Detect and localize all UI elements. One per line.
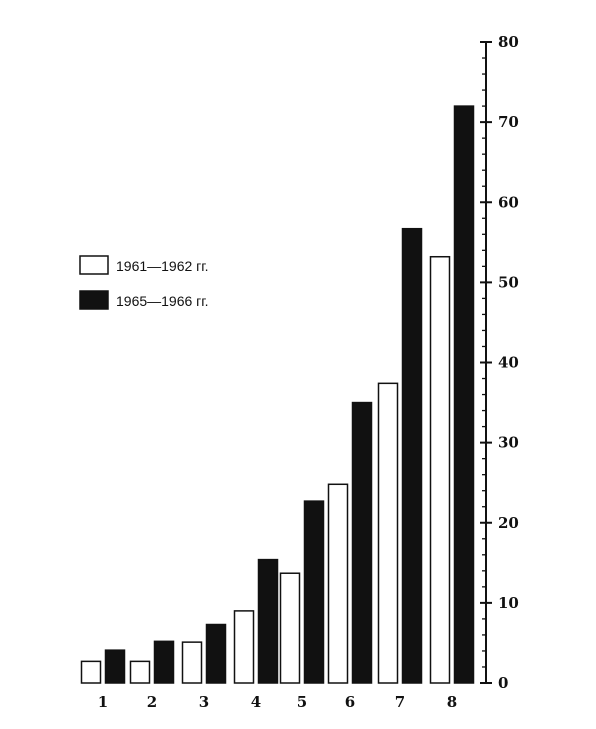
y-tick-label: 60 [498, 193, 519, 211]
bar-series-2-cat-8 [453, 105, 475, 684]
bar-series-2-cat-7 [401, 227, 423, 684]
y-axis: 0 10 20 30 40 50 60 70 80 [480, 33, 519, 692]
x-category-label: 8 [447, 693, 457, 711]
y-tick-label: 70 [498, 113, 519, 131]
x-category-label: 3 [199, 693, 209, 711]
bar-series-2-cat-3 [205, 623, 227, 684]
y-tick-label: 20 [498, 514, 519, 532]
x-axis-labels: 1 2 3 4 5 6 7 8 [98, 693, 457, 711]
x-category-label: 5 [297, 693, 307, 711]
y-tick-label: 50 [498, 273, 519, 291]
legend-label-series-2: 1965—1966 гг. [116, 293, 209, 309]
x-category-label: 1 [98, 693, 108, 711]
bar-series-2-cat-1 [104, 649, 126, 684]
x-category-label: 7 [395, 693, 405, 711]
bar-series-1-cat-8 [429, 255, 451, 684]
bar-series-2-cat-4 [257, 558, 279, 684]
legend-swatch-series-2 [79, 290, 109, 310]
y-tick-label: 40 [498, 354, 519, 372]
bar-series-1-cat-1 [80, 660, 102, 684]
legend-label-series-1: 1961—1962 гг. [116, 258, 209, 274]
y-tick-label: 0 [498, 674, 508, 692]
bar-series-1-cat-7 [377, 382, 399, 684]
y-tick-label: 80 [498, 33, 519, 51]
y-tick-label: 30 [498, 434, 519, 452]
x-category-label: 4 [251, 693, 261, 711]
bar-series-1-cat-6 [327, 483, 349, 684]
bar-series-1-cat-2 [129, 660, 151, 684]
y-tick-label: 10 [498, 594, 519, 612]
bar-series-2-cat-2 [153, 640, 175, 684]
bar-series-1-cat-4 [233, 610, 255, 684]
x-category-label: 2 [147, 693, 157, 711]
bar-series-1-cat-3 [181, 641, 203, 684]
bar-series-2-cat-6 [351, 401, 373, 684]
legend-swatch-series-1 [79, 255, 109, 275]
legend: 1961—1962 гг. 1965—1966 гг. [79, 255, 209, 310]
bars-group [80, 105, 475, 684]
bar-series-2-cat-5 [303, 500, 325, 684]
bar-series-1-cat-5 [279, 572, 301, 684]
x-category-label: 6 [345, 693, 355, 711]
